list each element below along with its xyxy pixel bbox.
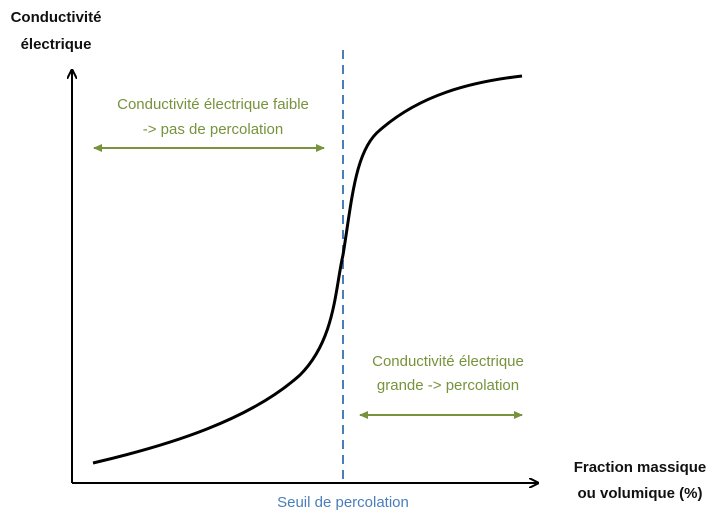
region-label: Conductivité électrique [372, 353, 524, 370]
threshold-label: Seuil de percolation [277, 494, 409, 511]
curve [92, 74, 523, 465]
x-axis-label: ou volumique (%) [578, 485, 703, 502]
region-label: -> pas de percolation [143, 121, 284, 138]
y-axis-label: électrique [21, 36, 92, 53]
y-axis-label: Conductivité [11, 9, 102, 26]
region-label: Conductivité électrique faible [117, 96, 309, 113]
region-label: grande -> percolation [377, 377, 519, 394]
x-axis-label: Fraction massique [574, 459, 707, 476]
